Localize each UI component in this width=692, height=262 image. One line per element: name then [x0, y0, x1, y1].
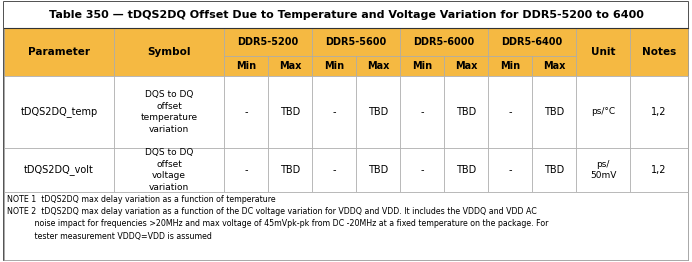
Text: TBD: TBD [544, 165, 564, 175]
Bar [630, 148, 688, 192]
Text: Table 350 — tDQS2DQ Offset Due to Temperature and Voltage Variation for DDR5-520: Table 350 — tDQS2DQ Offset Due to Temper… [48, 10, 644, 20]
Text: tDQS2DQ_volt: tDQS2DQ_volt [24, 165, 94, 176]
Bar [356, 56, 400, 76]
Bar [576, 28, 630, 76]
Text: TBD: TBD [544, 107, 564, 117]
Text: Parameter: Parameter [28, 47, 90, 57]
Text: ps/°C: ps/°C [591, 107, 615, 117]
Bar [576, 148, 630, 192]
Text: Symbol: Symbol [147, 47, 191, 57]
Text: ps/
50mV: ps/ 50mV [590, 160, 616, 180]
Text: Max: Max [279, 61, 301, 71]
Text: -: - [244, 107, 248, 117]
Bar [224, 56, 268, 76]
Text: -: - [508, 165, 512, 175]
Text: -: - [244, 165, 248, 175]
Text: TBD: TBD [368, 107, 388, 117]
Text: DQS to DQ
offset
temperature
variation: DQS to DQ offset temperature variation [140, 90, 197, 134]
Text: TBD: TBD [280, 165, 300, 175]
Text: NOTE 1  tDQS2DQ max delay variation as a function of temperature
NOTE 2  tDQS2DQ: NOTE 1 tDQS2DQ max delay variation as a … [8, 195, 549, 241]
Bar [488, 148, 532, 192]
Text: Max: Max [455, 61, 477, 71]
Text: DDR5-6000: DDR5-6000 [413, 37, 475, 47]
Bar [356, 76, 400, 148]
Bar [444, 148, 488, 192]
Bar [400, 76, 444, 148]
Text: Min: Min [236, 61, 256, 71]
Bar [630, 76, 688, 148]
Text: tDQS2DQ_temp: tDQS2DQ_temp [20, 107, 98, 117]
Text: DDR5-5600: DDR5-5600 [325, 37, 387, 47]
Bar [400, 56, 444, 76]
Bar [444, 56, 488, 76]
Text: DDR5-6400: DDR5-6400 [502, 37, 563, 47]
Bar [532, 76, 576, 148]
Bar [312, 56, 356, 76]
Bar [268, 56, 312, 76]
Text: 1,2: 1,2 [651, 165, 667, 175]
Bar [488, 56, 532, 76]
Text: Max: Max [543, 61, 565, 71]
Text: TBD: TBD [368, 165, 388, 175]
Text: -: - [332, 165, 336, 175]
Bar [488, 76, 532, 148]
Bar [532, 148, 576, 192]
Bar [400, 148, 444, 192]
Text: Min: Min [412, 61, 432, 71]
Bar [268, 148, 312, 192]
Text: -: - [420, 107, 424, 117]
Text: 1,2: 1,2 [651, 107, 667, 117]
Text: Min: Min [324, 61, 344, 71]
Bar [224, 76, 268, 148]
Text: TBD: TBD [456, 165, 476, 175]
Text: DQS to DQ
offset
voltage
variation: DQS to DQ offset voltage variation [145, 148, 193, 192]
Bar [312, 76, 356, 148]
Text: TBD: TBD [456, 107, 476, 117]
Text: Max: Max [367, 61, 389, 71]
Bar [444, 76, 488, 148]
Text: TBD: TBD [280, 107, 300, 117]
Bar [312, 148, 356, 192]
Bar [576, 76, 630, 148]
Text: Notes: Notes [642, 47, 676, 57]
Bar [268, 76, 312, 148]
Text: DDR5-5200: DDR5-5200 [237, 37, 299, 47]
Text: -: - [332, 107, 336, 117]
Bar [630, 28, 688, 76]
Bar [224, 148, 268, 192]
Text: Unit: Unit [591, 47, 615, 57]
Text: -: - [420, 165, 424, 175]
Text: -: - [508, 107, 512, 117]
Text: Min: Min [500, 61, 520, 71]
Bar [356, 148, 400, 192]
Bar [532, 56, 576, 76]
